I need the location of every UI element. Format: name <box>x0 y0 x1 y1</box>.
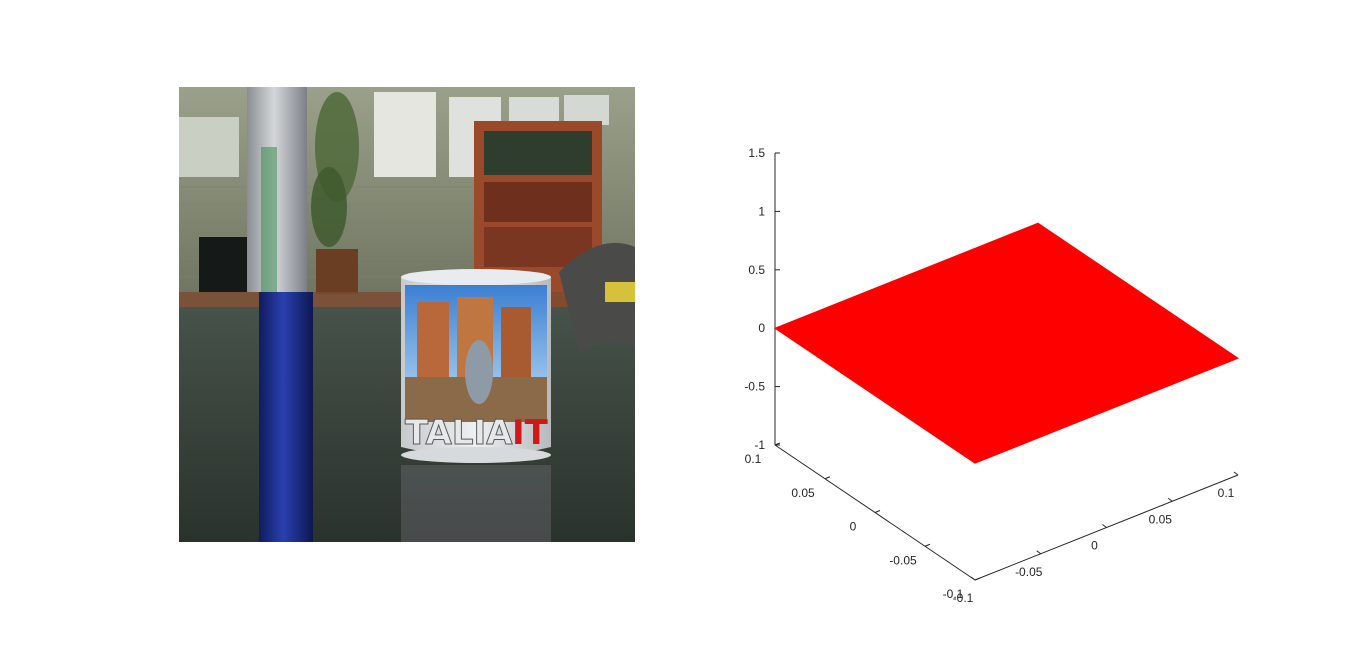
z-tick-label: 0 <box>758 321 765 335</box>
y-tick <box>874 510 881 513</box>
z-tick-label: 0.5 <box>748 263 765 277</box>
x-tick-label: 0.05 <box>1149 512 1173 526</box>
y-tick <box>974 577 981 581</box>
x-tick <box>970 576 976 581</box>
mug-text-accent: IT <box>512 413 549 453</box>
z-tick-label: 1 <box>758 204 765 218</box>
plot-canvas: -0.1-0.0500.050.1-0.1-0.0500.050.1-1-0.5… <box>744 146 1240 605</box>
poster <box>374 92 436 177</box>
axes <box>774 152 1239 581</box>
monitor <box>199 237 249 292</box>
x-tick <box>1102 524 1107 528</box>
x-tick-label: 0 <box>1091 539 1098 553</box>
surface-plot: -0.1 -0.05 0 0.05 0.1 -0.1 -0.05 0 0.05 0.1 -1 -0.5… <box>700 120 1320 620</box>
mug-text: TALIA <box>405 413 513 453</box>
tick-labels: -0.1-0.0500.050.1-0.1-0.0500.050.1-1-0.5… <box>744 146 1234 605</box>
y-tick-label: 0.1 <box>745 452 762 466</box>
x-tick-label: 0.1 <box>1218 486 1235 500</box>
y-tick <box>924 543 931 547</box>
surface-patch <box>773 222 1240 464</box>
chair <box>559 242 635 352</box>
y-tick-label: 0 <box>850 520 857 534</box>
y-tick-label: -0.05 <box>889 553 917 567</box>
y-tick <box>824 476 831 480</box>
x-tick-label: -0.05 <box>1015 565 1043 579</box>
x-tick <box>1233 471 1239 476</box>
y-tick-label: 0.05 <box>791 486 815 500</box>
poster <box>564 95 609 125</box>
z-tick-label: 1.5 <box>748 146 765 160</box>
z-tick-label: -1 <box>754 438 765 452</box>
z-tick-label: -0.5 <box>744 380 765 394</box>
plant <box>311 92 359 294</box>
x-tick-label: -0.1 <box>953 591 974 605</box>
surface-layer <box>773 222 1240 464</box>
mug: TALIA IT <box>401 269 551 542</box>
photo: TALIA IT <box>179 87 635 542</box>
poster <box>509 97 559 125</box>
x-tick <box>1167 497 1173 502</box>
poster <box>179 117 239 177</box>
pen <box>247 87 313 542</box>
x-tick <box>1036 550 1042 555</box>
photo-scene: TALIA IT <box>179 87 635 542</box>
y-tick-label: -0.1 <box>943 587 964 601</box>
